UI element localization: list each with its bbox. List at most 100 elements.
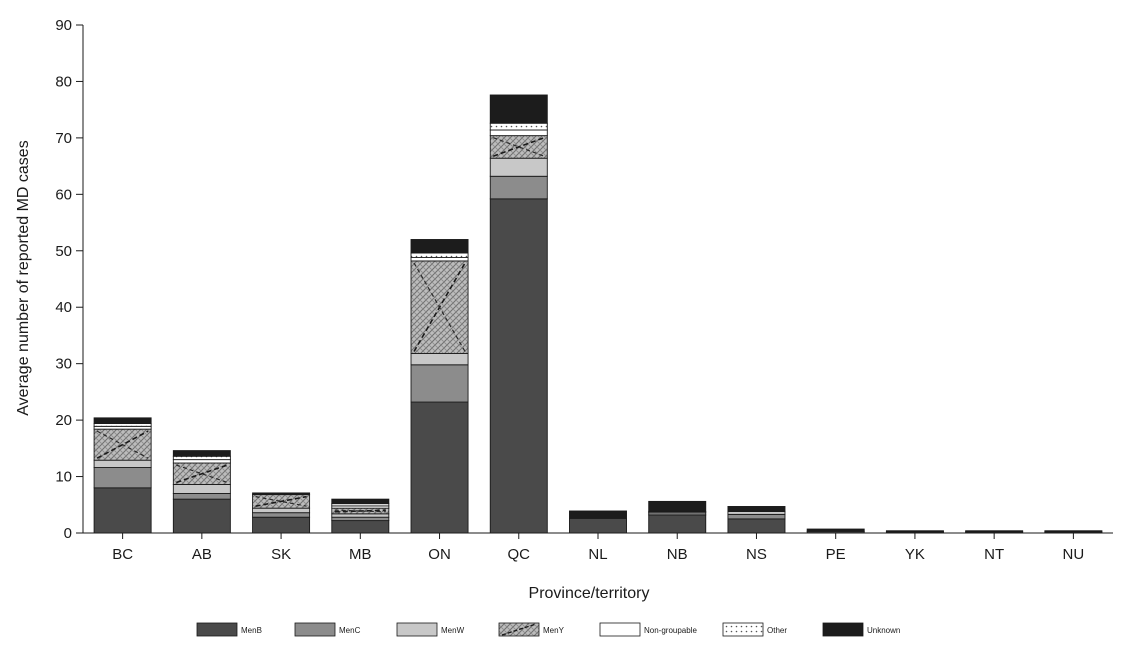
bar-segment — [172, 498, 231, 534]
bar-segment — [569, 510, 627, 519]
bar-segment — [410, 364, 469, 403]
bar-segment — [172, 493, 231, 500]
y-tick-label: 10 — [55, 469, 72, 486]
x-tick-label: QC — [508, 546, 531, 563]
bar-hatch — [176, 464, 228, 484]
bar-segment — [648, 514, 707, 534]
legend-item: MenW — [396, 622, 465, 637]
bar-segment — [806, 528, 865, 532]
bar-segment — [885, 530, 944, 533]
bar-hatch — [176, 464, 228, 484]
y-tick-label: 70 — [55, 130, 72, 147]
bar-stack — [331, 498, 390, 534]
bar-hatch — [492, 136, 545, 157]
x-axis: BC AB SK MB ON QC NL NB NS PE YK NT NU — [83, 532, 1113, 563]
bar-hatch — [413, 262, 466, 352]
bar-segment — [93, 487, 152, 534]
y-tick-label: 40 — [55, 299, 72, 316]
legend-item: MenB — [196, 622, 262, 637]
x-tick-label: ON — [428, 546, 451, 563]
bar-segment — [410, 257, 469, 262]
bar-segment — [331, 513, 390, 518]
x-tick-label: MB — [349, 546, 372, 563]
bar-segment — [172, 455, 231, 461]
legend-swatch — [722, 622, 764, 637]
bars — [93, 94, 1103, 534]
legend-item: MenC — [294, 622, 361, 637]
bar-segment — [965, 530, 1024, 533]
bar-segment — [93, 417, 152, 424]
y-axis-title: Average number of reported MD cases — [15, 140, 32, 415]
legend-label: MenW — [441, 626, 465, 635]
legend-label: Unknown — [867, 626, 900, 635]
bar-hatch — [96, 430, 149, 459]
bar-stack — [489, 94, 548, 534]
bar-segment — [1044, 530, 1103, 533]
bar-segment — [252, 492, 311, 496]
y-tick-label: 50 — [55, 243, 72, 260]
legend-label: MenY — [543, 626, 565, 635]
bar-stack — [410, 239, 469, 534]
bar-segment — [172, 450, 231, 457]
bar-stack — [806, 528, 865, 534]
x-tick-label: YK — [905, 546, 925, 563]
y-tick-label: 60 — [55, 186, 72, 203]
bar-hatch — [255, 495, 307, 507]
legend-label: MenC — [339, 626, 361, 635]
y-tick-label: 20 — [55, 412, 72, 429]
bar-segment — [648, 500, 707, 513]
x-tick-label: NS — [746, 546, 767, 563]
legend-item: MenY — [498, 622, 565, 637]
legend-item: Unknown — [822, 622, 900, 637]
bar-segment — [489, 157, 548, 177]
legend-swatch — [196, 622, 238, 637]
bar-segment — [410, 239, 469, 254]
bar-segment — [410, 252, 469, 259]
legend-item: Other — [722, 622, 787, 637]
legend: MenB MenC MenW MenY Non-groupable Other Unknow… — [196, 622, 900, 637]
bar-segment — [252, 516, 311, 534]
bar-stack — [93, 417, 152, 534]
bar-segment — [252, 512, 311, 518]
bar-segment — [727, 506, 786, 513]
x-tick-label: PE — [826, 546, 846, 563]
legend-swatch — [294, 622, 336, 637]
bar-segment — [410, 401, 469, 534]
bar-segment — [489, 129, 548, 137]
bar-segment — [489, 175, 548, 200]
legend-item: Non-groupable — [599, 622, 697, 637]
bar-stack — [569, 510, 627, 534]
x-tick-label: SK — [271, 546, 291, 563]
bar-segment — [727, 513, 786, 520]
bar-segment — [331, 498, 390, 505]
bar-stack — [727, 506, 786, 534]
bar-segment — [410, 353, 469, 366]
bar-segment — [331, 520, 390, 534]
y-tick-label: 30 — [55, 356, 72, 373]
bar-segment — [489, 198, 548, 534]
bar-hatch — [255, 496, 307, 507]
y-tick-label: 80 — [55, 73, 72, 90]
x-axis-title: Province/territory — [529, 585, 650, 602]
x-tick-label: NL — [588, 546, 607, 563]
y-tick-label: 0 — [64, 525, 72, 542]
bar-stack — [252, 492, 311, 534]
bar-segment — [569, 517, 627, 534]
y-axis: 0 10 20 30 40 50 60 70 80 90 — [55, 17, 84, 542]
x-tick-label: BC — [112, 546, 133, 563]
bar-segment — [489, 122, 548, 131]
legend-swatch — [396, 622, 438, 637]
legend-label: Non-groupable — [644, 626, 697, 635]
bar-segment — [172, 459, 231, 464]
bar-segment — [727, 518, 786, 534]
x-tick-label: AB — [192, 546, 212, 563]
bar-segment — [93, 467, 152, 489]
bar-hatch — [493, 137, 545, 157]
legend-label: Other — [767, 626, 787, 635]
y-tick-label: 90 — [55, 17, 72, 34]
bar-segment — [172, 484, 231, 494]
legend-swatch — [599, 622, 641, 637]
x-tick-label: NU — [1063, 546, 1085, 563]
bar-hatch — [334, 509, 386, 513]
